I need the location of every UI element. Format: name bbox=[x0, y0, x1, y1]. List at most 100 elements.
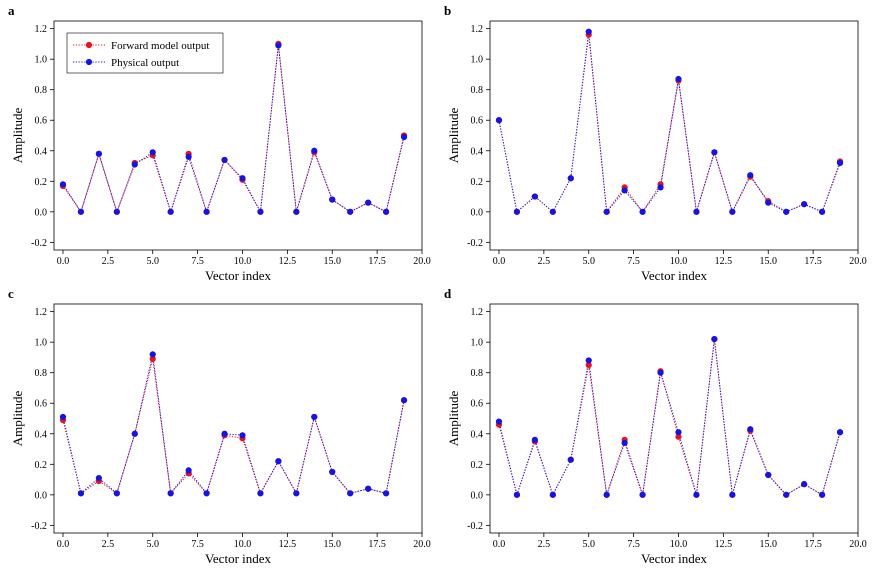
x-tick-label: 10.0 bbox=[670, 539, 688, 550]
data-point bbox=[167, 490, 174, 497]
data-point bbox=[293, 208, 300, 215]
data-point bbox=[729, 208, 736, 215]
x-tick-label: 2.5 bbox=[102, 256, 115, 267]
panel-label: c bbox=[8, 286, 14, 301]
y-tick-label: 0.0 bbox=[471, 207, 484, 218]
data-point bbox=[59, 181, 67, 188]
x-tick-label: 12.5 bbox=[715, 256, 733, 267]
data-point bbox=[311, 147, 318, 154]
data-point bbox=[382, 490, 390, 497]
x-tick-label: 0.0 bbox=[493, 256, 506, 267]
data-point bbox=[149, 355, 156, 363]
x-tick-label: 20.0 bbox=[413, 539, 431, 550]
x-tick-label: 17.5 bbox=[368, 539, 386, 550]
chart-a: -0.2 0.0 0.2 0.4 0.6 0.8 1.0 1.2 0.0 2.5 5.0 7.5 10.… bbox=[10, 20, 431, 283]
panel-c: c -0.2 0.0 0.2 0.4 0.6 0.8 1.0 1.2 0.0 2.5 5.0 7.5 1… bbox=[0, 283, 436, 566]
y-tick-label: 0.6 bbox=[471, 399, 484, 410]
series-line bbox=[498, 34, 841, 214]
data-point bbox=[382, 208, 390, 215]
y-tick-label: -0.2 bbox=[31, 238, 47, 249]
y-tick-label: 1.2 bbox=[471, 307, 484, 318]
data-point bbox=[329, 468, 336, 476]
data-point bbox=[657, 369, 664, 376]
data-point bbox=[149, 351, 156, 358]
y-tick-label: -0.2 bbox=[467, 521, 483, 532]
x-tick-label: 2.5 bbox=[538, 256, 551, 267]
data-point bbox=[711, 336, 718, 343]
series-line bbox=[62, 45, 405, 214]
panel-label: d bbox=[444, 286, 452, 301]
data-point bbox=[567, 175, 574, 182]
chart-c: -0.2 0.0 0.2 0.4 0.6 0.8 1.0 1.2 0.0 2.5 5.0 7.5 10.… bbox=[10, 303, 431, 566]
x-tick-label: 10.0 bbox=[234, 256, 252, 267]
data-point bbox=[365, 199, 372, 206]
data-point bbox=[513, 208, 521, 215]
legend-label: Forward model output bbox=[111, 40, 209, 52]
legend-label: Physical output bbox=[111, 57, 179, 69]
panel-label: b bbox=[444, 3, 452, 18]
y-tick-label: 0.4 bbox=[35, 429, 48, 440]
data-point bbox=[818, 491, 826, 498]
x-tick-label: 12.5 bbox=[715, 539, 733, 550]
data-point bbox=[59, 413, 67, 421]
series-line bbox=[62, 354, 405, 495]
y-tick-label: 0.2 bbox=[35, 460, 48, 471]
panel-d: d -0.2 0.0 0.2 0.4 0.6 0.8 1.0 1.2 0.0 2.5 5.0 7.5 1… bbox=[436, 283, 872, 566]
x-tick-label: 5.0 bbox=[146, 256, 159, 267]
data-point bbox=[585, 28, 592, 35]
y-tick-label: 1.0 bbox=[471, 338, 484, 349]
data-point bbox=[693, 491, 700, 498]
x-tick-label: 15.0 bbox=[759, 539, 777, 550]
y-tick-label: 0.4 bbox=[35, 146, 48, 157]
y-tick-label: 0.4 bbox=[471, 146, 484, 157]
data-point bbox=[495, 418, 503, 425]
x-tick-label: 12.5 bbox=[279, 256, 297, 267]
data-point bbox=[400, 133, 408, 141]
data-point bbox=[549, 491, 556, 498]
data-point bbox=[113, 208, 120, 215]
data-point bbox=[621, 187, 628, 194]
data-point bbox=[185, 467, 192, 474]
data-point bbox=[621, 439, 628, 447]
data-point bbox=[221, 430, 228, 437]
data-point bbox=[203, 208, 210, 215]
data-point bbox=[275, 458, 282, 465]
y-tick-label: 0.4 bbox=[471, 429, 484, 440]
x-tick-label: 0.0 bbox=[493, 539, 506, 550]
x-tick-label: 7.5 bbox=[627, 539, 640, 550]
data-point bbox=[113, 490, 120, 497]
x-tick-label: 17.5 bbox=[804, 256, 822, 267]
data-point bbox=[131, 430, 138, 437]
y-tick-label: 1.0 bbox=[35, 338, 48, 349]
data-point bbox=[257, 208, 264, 215]
series-line bbox=[498, 339, 841, 497]
legend-marker bbox=[85, 41, 93, 49]
data-point bbox=[167, 208, 174, 215]
y-tick-label: 0.6 bbox=[35, 116, 48, 127]
y-tick-label: 0.0 bbox=[471, 490, 484, 501]
series-line bbox=[498, 31, 841, 214]
data-point bbox=[131, 161, 138, 168]
data-point bbox=[675, 429, 682, 436]
data-point bbox=[495, 117, 503, 124]
x-tick-label: 7.5 bbox=[627, 256, 640, 267]
data-point bbox=[585, 357, 592, 364]
data-point bbox=[675, 433, 682, 440]
x-tick-label: 2.5 bbox=[538, 539, 551, 550]
data-point bbox=[95, 150, 102, 157]
y-tick-label: 0.8 bbox=[471, 85, 484, 96]
data-point bbox=[639, 491, 646, 498]
data-point bbox=[729, 491, 736, 498]
data-point bbox=[203, 490, 210, 497]
x-tick-label: 7.5 bbox=[191, 539, 204, 550]
x-tick-label: 15.0 bbox=[323, 256, 341, 267]
x-tick-label: 10.0 bbox=[670, 256, 688, 267]
x-tick-label: 15.0 bbox=[323, 539, 341, 550]
plot-frame bbox=[489, 303, 859, 534]
data-point bbox=[400, 397, 408, 404]
data-point bbox=[185, 153, 192, 160]
x-axis-label: Vector index bbox=[205, 268, 272, 283]
data-point bbox=[257, 490, 264, 497]
x-tick-label: 5.0 bbox=[582, 256, 595, 267]
x-tick-label: 20.0 bbox=[849, 539, 867, 550]
